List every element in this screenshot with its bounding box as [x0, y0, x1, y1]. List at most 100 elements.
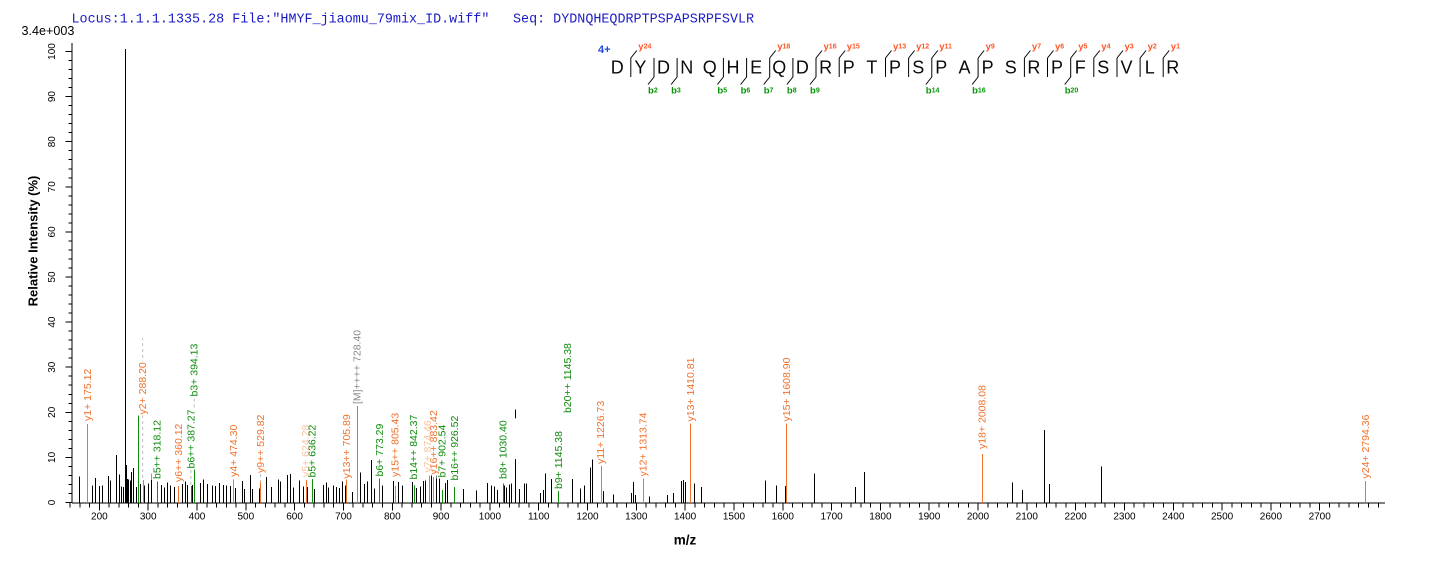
svg-text:y11+ 1226.73: y11+ 1226.73: [595, 401, 607, 464]
svg-text:2000: 2000: [967, 512, 990, 523]
svg-text:y7: y7: [1032, 42, 1041, 53]
svg-text:y11: y11: [939, 42, 952, 53]
svg-text:y1: y1: [1171, 42, 1180, 53]
svg-text:1000: 1000: [479, 512, 502, 523]
svg-text:y4: y4: [1101, 42, 1110, 53]
svg-text:2500: 2500: [1211, 512, 1234, 523]
svg-text:2400: 2400: [1162, 512, 1185, 523]
svg-text:y6++ 360.12: y6++ 360.12: [173, 423, 185, 482]
svg-text:1500: 1500: [723, 512, 746, 523]
svg-text:b8+ 1030.40: b8+ 1030.40: [497, 420, 509, 479]
svg-text:y18: y18: [777, 42, 790, 53]
svg-text:4+: 4+: [598, 44, 611, 56]
svg-text:D: D: [796, 58, 809, 78]
svg-text:40: 40: [47, 316, 58, 328]
svg-text:Relative Intensity (%): Relative Intensity (%): [26, 176, 41, 307]
svg-text:Seq: DYDNQHEQDRPTPSPAPSRPFSVLR: Seq: DYDNQHEQDRPTPSPAPSRPFSVLR: [513, 13, 754, 28]
svg-text:T: T: [866, 58, 877, 78]
svg-text:N: N: [680, 58, 693, 78]
svg-text:D: D: [611, 58, 624, 78]
svg-text:b14: b14: [926, 86, 940, 97]
svg-text:y6: y6: [1055, 42, 1064, 53]
svg-text:y18+ 2008.08: y18+ 2008.08: [977, 385, 989, 449]
svg-text:b9: b9: [810, 86, 820, 97]
svg-text:b5++ 318.12: b5++ 318.12: [151, 420, 163, 479]
svg-text:Q: Q: [772, 58, 786, 78]
svg-text:y15: y15: [847, 42, 860, 53]
svg-text:b16++ 926.52: b16++ 926.52: [449, 416, 461, 481]
svg-text:Q: Q: [703, 58, 717, 78]
svg-text:S: S: [1005, 58, 1017, 78]
svg-text:y16: y16: [824, 42, 837, 53]
svg-text:L: L: [1145, 58, 1155, 78]
svg-text:500: 500: [237, 512, 254, 523]
svg-text:V: V: [1120, 58, 1132, 78]
svg-text:b8: b8: [787, 86, 797, 97]
svg-text:b5+ 636.22: b5+ 636.22: [306, 424, 318, 477]
svg-text:y9++ 529.82: y9++ 529.82: [255, 414, 267, 473]
svg-text:y12: y12: [916, 42, 929, 53]
svg-text:b9+ 1145.38: b9+ 1145.38: [553, 431, 565, 489]
svg-text:y2+ 288.20: y2+ 288.20: [137, 362, 149, 414]
svg-text:D: D: [657, 58, 670, 78]
svg-text:y13+ 1410.81: y13+ 1410.81: [685, 357, 697, 421]
svg-text:y4+ 474.30: y4+ 474.30: [228, 424, 240, 476]
svg-text:2700: 2700: [1309, 512, 1332, 523]
svg-text:P: P: [1051, 58, 1063, 78]
svg-text:y7+ 874.46: y7+ 874.46: [422, 420, 434, 472]
svg-text:R: R: [1027, 58, 1040, 78]
svg-text:b5: b5: [717, 86, 727, 97]
svg-text:70: 70: [47, 181, 58, 193]
svg-text:b2: b2: [648, 86, 658, 97]
svg-text:2100: 2100: [1016, 512, 1039, 523]
svg-text:60: 60: [47, 226, 58, 238]
svg-text:b6: b6: [741, 86, 751, 97]
svg-text:2300: 2300: [1113, 512, 1136, 523]
svg-text:900: 900: [433, 512, 450, 523]
svg-text:y1+ 175.12: y1+ 175.12: [82, 369, 94, 421]
svg-text:1300: 1300: [625, 512, 648, 523]
svg-text:2200: 2200: [1064, 512, 1087, 523]
svg-text:b3: b3: [671, 86, 681, 97]
svg-text:R: R: [1166, 58, 1179, 78]
svg-text:y24+ 2794.36: y24+ 2794.36: [1360, 414, 1372, 478]
svg-text:[M]++++ 728.40: [M]++++ 728.40: [351, 330, 363, 404]
svg-text:1400: 1400: [674, 512, 697, 523]
svg-text:F: F: [1075, 58, 1086, 78]
svg-text:1900: 1900: [918, 512, 941, 523]
svg-text:y13++ 705.89: y13++ 705.89: [341, 414, 353, 478]
svg-text:b7+ 902.54: b7+ 902.54: [437, 424, 449, 477]
svg-text:400: 400: [189, 512, 206, 523]
svg-text:S: S: [912, 58, 924, 78]
svg-text:1600: 1600: [772, 512, 795, 523]
svg-text:300: 300: [140, 512, 157, 523]
svg-text:0: 0: [47, 499, 58, 505]
svg-text:Y: Y: [634, 58, 646, 78]
svg-text:b14++ 842.37: b14++ 842.37: [408, 415, 420, 480]
svg-text:700: 700: [335, 512, 352, 523]
svg-text:b6++ 387.27: b6++ 387.27: [185, 409, 197, 468]
svg-text:b20: b20: [1065, 86, 1079, 97]
svg-text:P: P: [889, 58, 901, 78]
svg-text:y2: y2: [1148, 42, 1157, 53]
svg-text:P: P: [982, 58, 994, 78]
svg-text:A: A: [958, 58, 970, 78]
svg-text:E: E: [750, 58, 762, 78]
svg-text:80: 80: [47, 136, 58, 148]
svg-text:P: P: [935, 58, 947, 78]
svg-text:m/z: m/z: [674, 533, 697, 548]
svg-text:30: 30: [47, 361, 58, 373]
svg-text:b3+ 394.13: b3+ 394.13: [189, 343, 201, 396]
svg-text:800: 800: [384, 512, 401, 523]
svg-text:100: 100: [47, 43, 58, 60]
svg-text:1800: 1800: [869, 512, 892, 523]
svg-text:Locus:1.1.1.1335.28 File:"HMYF: Locus:1.1.1.1335.28 File:"HMYF_jiaomu_79…: [72, 13, 490, 28]
svg-text:y24: y24: [638, 42, 651, 53]
svg-text:y16++ 883.42: y16++ 883.42: [428, 410, 440, 474]
svg-text:10: 10: [47, 451, 58, 463]
svg-text:200: 200: [91, 512, 108, 523]
svg-text:2600: 2600: [1260, 512, 1283, 523]
svg-text:50: 50: [47, 271, 58, 283]
svg-text:b7: b7: [764, 86, 774, 97]
svg-text:H: H: [727, 58, 740, 78]
